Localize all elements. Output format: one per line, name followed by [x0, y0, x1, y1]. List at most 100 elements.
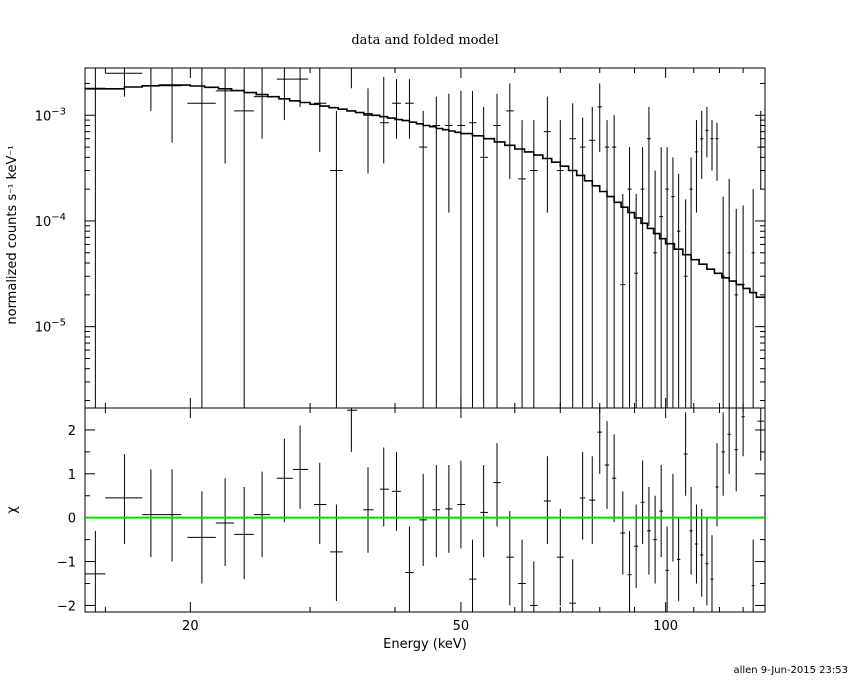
y-tick-label: 0	[68, 512, 76, 527]
data-point	[757, 110, 764, 190]
residual-point	[689, 486, 693, 575]
residual-point	[162, 469, 182, 562]
residual-point	[676, 517, 681, 602]
data-point	[612, 115, 617, 408]
x-axis-label: Energy (keV)	[383, 637, 467, 652]
data-point	[689, 157, 693, 408]
residual-point	[530, 561, 538, 612]
residual-point	[751, 539, 755, 612]
residual-point	[597, 408, 602, 474]
data-point	[634, 193, 639, 408]
data-point	[597, 83, 602, 152]
residual-point	[142, 469, 163, 558]
data-point	[518, 120, 526, 408]
data-point	[647, 106, 651, 226]
data-point	[457, 90, 466, 408]
residual-point	[518, 539, 526, 612]
residual-point	[405, 526, 414, 612]
residual-point	[579, 451, 586, 540]
y-tick-exponent: −3	[51, 106, 66, 117]
residual-point	[313, 462, 327, 544]
residual-point	[392, 451, 401, 531]
residual-point	[569, 559, 576, 612]
y-tick-label: 1	[68, 468, 76, 483]
unit-exponent: ⁻¹	[6, 184, 19, 194]
residual-point	[543, 456, 551, 544]
residual-point	[589, 456, 596, 544]
unit-text: keV	[5, 155, 20, 183]
residual-point	[620, 491, 626, 575]
y-tick-base: 10	[35, 215, 52, 230]
data-point	[671, 157, 675, 408]
residual-point	[683, 412, 688, 496]
timestamp-stamp: allen 9-Jun-2015 23:53	[733, 665, 848, 676]
data-point	[710, 120, 714, 171]
data-point	[659, 147, 663, 408]
x-tick-label: 20	[182, 619, 199, 634]
data-point	[676, 173, 681, 408]
data-point	[721, 196, 725, 408]
data-point	[627, 147, 632, 408]
residual-point	[85, 530, 106, 612]
data-point	[469, 90, 477, 408]
residual-point	[700, 508, 704, 597]
data-point	[234, 68, 254, 408]
data-point	[432, 96, 441, 408]
data-point	[620, 193, 626, 408]
data-point	[215, 68, 235, 164]
residual-point	[469, 539, 477, 612]
data-point	[715, 122, 719, 181]
residual-point	[215, 478, 235, 566]
residual-point	[612, 434, 617, 523]
residual-point	[493, 443, 501, 527]
residual-point	[734, 408, 738, 492]
residual-point	[330, 504, 343, 602]
data-point	[700, 110, 704, 179]
data-point	[556, 120, 564, 408]
data-point	[705, 106, 709, 158]
residual-point	[105, 454, 143, 544]
y-tick-label: −2	[57, 599, 76, 614]
y-tick-exponent: −4	[51, 212, 66, 223]
data-point	[162, 68, 182, 143]
data-point	[405, 79, 414, 139]
residual-point	[647, 486, 651, 575]
data-point	[187, 68, 216, 408]
residual-point	[432, 465, 441, 558]
data-point	[734, 208, 738, 408]
data-point	[694, 120, 699, 213]
bottom-panel-frame	[84, 407, 766, 613]
data-point	[493, 93, 501, 408]
residual-point	[276, 438, 293, 523]
data-point	[530, 120, 538, 408]
data-point	[665, 147, 669, 408]
data-point	[480, 106, 489, 408]
residual-point	[419, 473, 428, 566]
residual-point	[234, 486, 254, 580]
data-point	[392, 79, 401, 139]
residual-point	[627, 530, 632, 612]
residual-point	[556, 508, 564, 606]
residual-point	[694, 504, 699, 584]
data-point	[751, 189, 755, 408]
residual-point	[187, 491, 216, 584]
top-y-axis-label: normalized counts s⁻¹ keV⁻¹	[5, 145, 20, 324]
unit-exponent: ⁻¹	[6, 145, 19, 155]
data-point	[727, 178, 731, 408]
residual-point	[292, 425, 309, 509]
data-point	[506, 83, 514, 179]
data-point	[640, 147, 645, 408]
y-tick-base: 10	[35, 321, 52, 336]
data-point	[379, 77, 390, 164]
y-tick-exponent: −5	[51, 318, 66, 329]
bottom-y-axis-label: χ	[5, 506, 20, 514]
y-tick-base: 10	[35, 109, 52, 124]
data-point	[543, 96, 551, 213]
data-point	[741, 205, 745, 408]
data-point	[653, 170, 657, 408]
data-point	[604, 120, 610, 408]
data-point	[569, 103, 576, 408]
residual-point	[363, 467, 374, 553]
data-point	[105, 68, 143, 97]
